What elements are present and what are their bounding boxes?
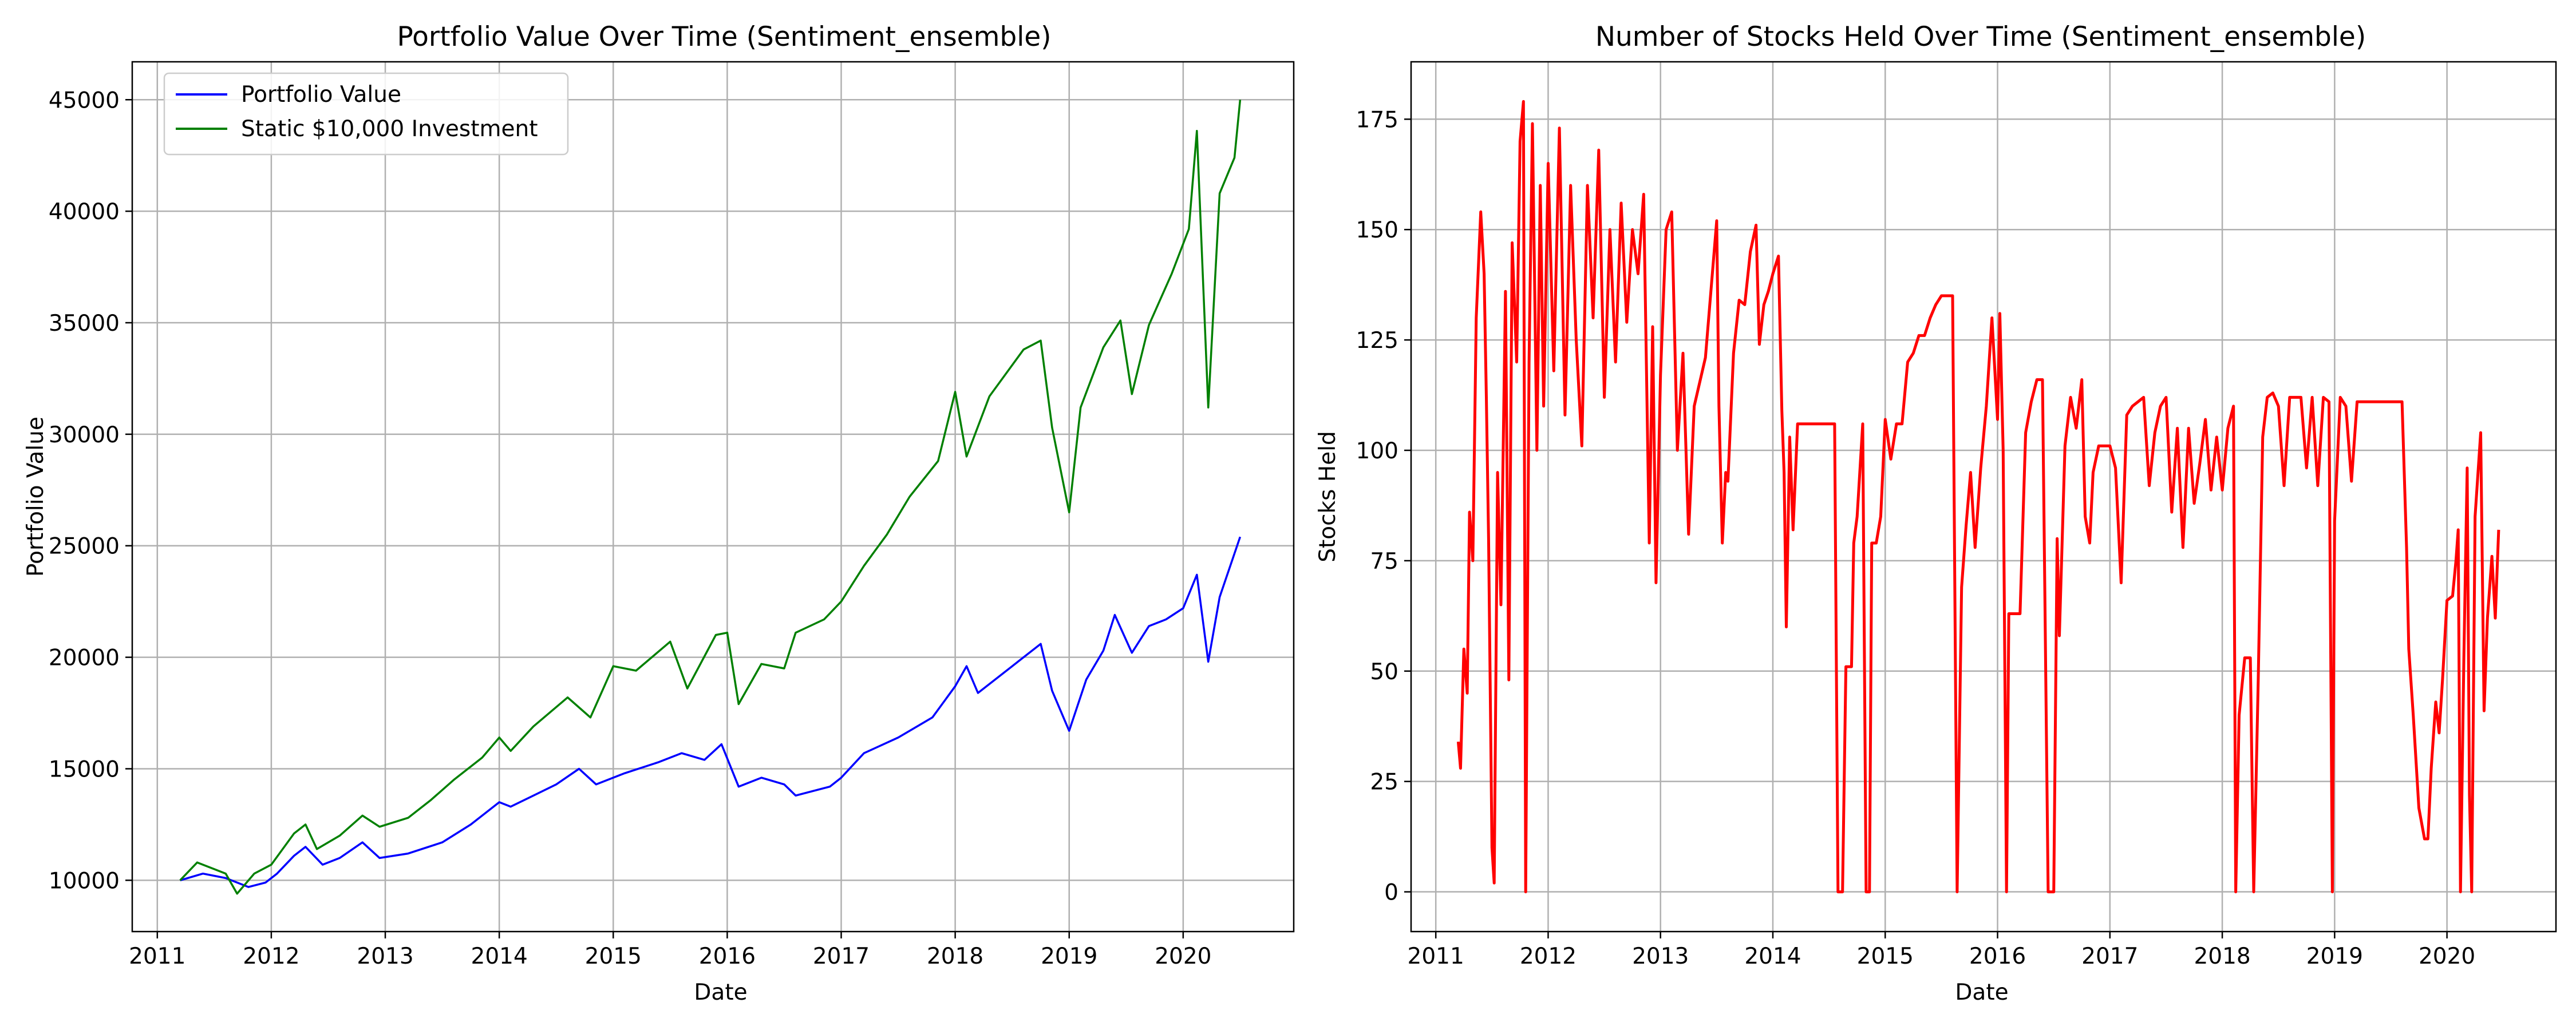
x-tick-label: 2017 [813,944,870,969]
x-tick-label: 2019 [2306,944,2363,969]
y-tick-label: 10000 [49,868,120,894]
axis-ticks: 2011 2012 2013 2014 2015 2016 2017 2018 2019 2020… [1356,107,2476,969]
chart-title: Portfolio Value Over Time (Sentiment_ens… [397,21,1051,53]
x-tick-label: 2014 [471,944,528,969]
legend-label-portfolio-value: Portfolio Value [241,82,401,108]
y-tick-label: 25 [1370,770,1398,795]
x-tick-label: 2016 [1969,944,2026,969]
legend-frame [163,72,569,156]
y-tick-label: 150 [1356,217,1398,243]
x-tick-label: 2013 [357,944,413,969]
y-tick-label: 0 [1384,880,1398,906]
x-tick-label: 2016 [699,944,756,969]
y-tick-label: 50 [1370,659,1398,685]
x-tick-label: 2019 [1041,944,1097,969]
y-tick-label: 100 [1356,438,1398,464]
plot-lines [179,100,1242,895]
x-tick-label: 2017 [2081,944,2138,969]
x-tick-label: 2015 [1857,944,1914,969]
plot-frame [131,61,1295,933]
plot-frame [1410,61,2557,933]
x-tick-label: 2012 [1520,944,1577,969]
y-tick-label: 30000 [49,422,120,448]
x-tick-label: 2014 [1744,944,1801,969]
x-axis-label: Date [1955,980,2008,1005]
y-tick-label: 45000 [49,88,120,113]
stocks-held-chart: Number of Stocks Held Over Time (Sentime… [1315,21,2557,1005]
x-tick-label: 2015 [585,944,642,969]
x-tick-label: 2018 [2194,944,2250,969]
y-tick-label: 35000 [49,311,120,336]
x-tick-label: 2011 [129,944,185,969]
y-tick-label: 175 [1356,107,1398,133]
y-tick-label: 40000 [49,199,120,225]
legend-label-static-investment: Static $10,000 Investment [241,116,538,142]
y-tick-label: 125 [1356,328,1398,354]
x-tick-label: 2018 [927,944,983,969]
x-tick-label: 2020 [2419,944,2475,969]
x-tick-label: 2012 [243,944,299,969]
y-axis-label: Stocks Held [1315,431,1341,562]
grid [132,62,1294,932]
chart-title: Number of Stocks Held Over Time (Sentime… [1595,21,2366,53]
axis-ticks: 2011 2012 2013 2014 2015 2016 2017 2018 2019 2020… [49,88,1212,969]
y-tick-label: 75 [1370,549,1398,575]
x-tick-label: 2020 [1155,944,1211,969]
x-tick-label: 2013 [1632,944,1689,969]
x-axis-label: Date [694,980,747,1005]
y-tick-label: 20000 [49,645,120,671]
y-tick-label: 25000 [49,534,120,560]
series-line-static-investment [179,100,1242,895]
y-tick-label: 15000 [49,756,120,782]
series-line-stocks-held [1456,100,2500,894]
plot-lines [1456,100,2500,894]
legend: Portfolio Value Static $10,000 Investmen… [163,72,569,156]
x-tick-label: 2011 [1408,944,1464,969]
portfolio-value-chart: Portfolio Value Over Time (Sentiment_ens… [23,21,1295,1005]
y-axis-label: Portfolio Value [23,417,49,577]
series-line-portfolio-value [180,536,1242,888]
